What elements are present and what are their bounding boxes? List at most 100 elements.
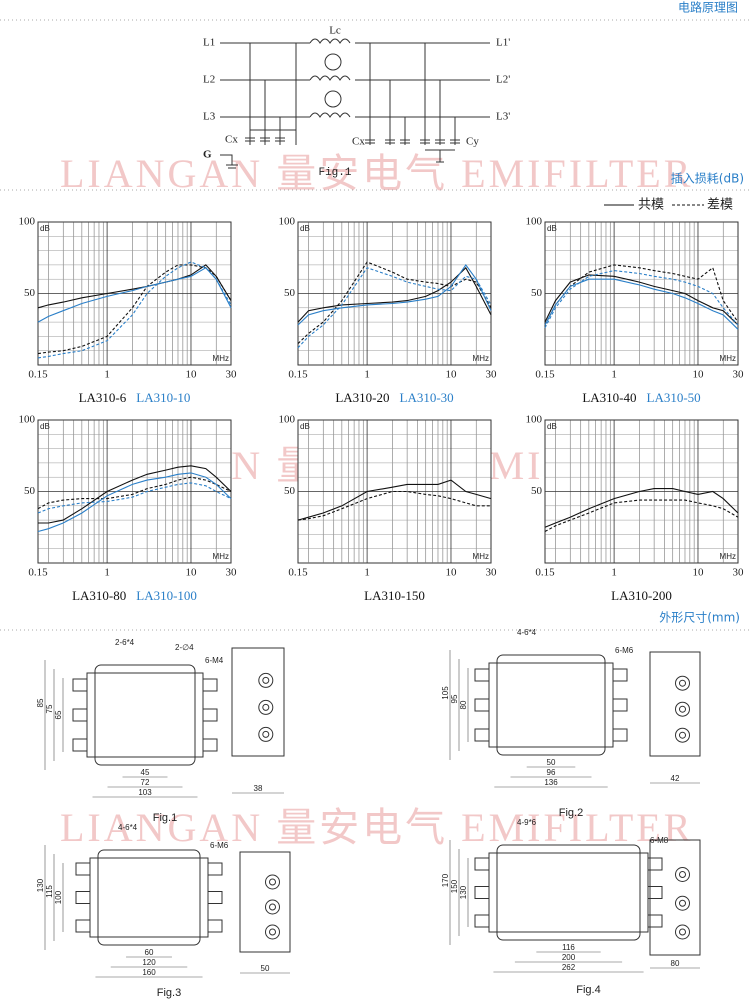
side-terminal	[675, 867, 690, 882]
side-terminal	[675, 675, 690, 691]
section-title: 外形尺寸(mm)	[659, 611, 740, 625]
dimension-label: 80	[459, 700, 468, 709]
screw-label: 6-M8	[650, 836, 669, 845]
side-view	[649, 651, 701, 757]
chart: 0.15 1 10 30 50 100 dB MHz LA310-200	[526, 414, 745, 603]
terminal	[474, 668, 490, 682]
screw-label: 6-M4	[205, 656, 224, 665]
dimension-label: 136	[544, 778, 558, 787]
component-label: Cy	[466, 136, 479, 148]
x-tick-label: 0.15	[535, 369, 555, 381]
hole-label: 4-6*4	[118, 823, 138, 832]
mounting-plate	[488, 662, 614, 748]
model-name: LA310-80	[72, 588, 126, 603]
terminal	[612, 728, 628, 742]
y-tick-label: 50	[531, 485, 543, 497]
side-terminal	[265, 899, 280, 915]
dimension-label: 45	[141, 768, 150, 777]
chart-caption: LA310-20 LA310-30	[335, 390, 453, 405]
x-tick-label: 10	[185, 369, 197, 381]
x-tick-label: 10	[692, 567, 704, 579]
x-tick-label: 1	[364, 369, 370, 381]
x-tick-label: 0.15	[288, 369, 308, 381]
dimension-label: 100	[54, 890, 63, 904]
side-terminal	[258, 699, 274, 715]
model-name: LA310-200	[611, 588, 672, 603]
x-tick-label: 10	[185, 567, 197, 579]
model-name: LA310-30	[400, 390, 454, 405]
dimension-label: 42	[671, 774, 680, 783]
terminal	[647, 857, 663, 871]
dimension-label: 262	[562, 963, 576, 972]
side-terminal	[679, 705, 686, 713]
hole-label: 2-∅4	[175, 643, 194, 652]
y-tick-label: 50	[24, 287, 36, 299]
line-label: G	[203, 149, 212, 161]
mounting-plate	[89, 857, 209, 938]
x-tick-label: 1	[104, 369, 110, 381]
dimension-label: 85	[36, 698, 45, 707]
x-tick-label: 1	[611, 567, 617, 579]
terminal	[72, 678, 88, 692]
y-tick-label: 100	[279, 414, 296, 426]
mounting-plate	[488, 852, 649, 933]
model-name: LA310-20	[335, 390, 389, 405]
terminal	[202, 678, 218, 692]
terminal	[75, 891, 91, 904]
dimension-label: 120	[142, 958, 156, 967]
filter-body	[94, 664, 196, 766]
terminal	[202, 708, 218, 722]
charts: 0.15 1 10 30 50 100 dB MHz LA310-6 LA310-10 0.15 1 1…	[19, 216, 745, 603]
loss-curve	[38, 465, 232, 524]
chart-caption: LA310-40 LA310-50	[582, 390, 700, 405]
filter-body	[97, 849, 201, 946]
y-tick-label: 100	[526, 216, 543, 228]
dimension-label: 130	[459, 885, 468, 899]
y-tick-label: 100	[19, 414, 36, 426]
x-tick-label: 1	[364, 567, 370, 579]
y-tick-label: 50	[284, 485, 296, 497]
loss-curve	[37, 476, 232, 510]
loss-curve	[37, 472, 232, 533]
terminal	[75, 919, 91, 933]
terminal	[72, 708, 88, 722]
side-terminal	[675, 895, 690, 911]
dimension-label: 160	[142, 968, 156, 977]
chart: 0.15 1 10 30 50 100 dB MHz LA310-80 LA310-100	[19, 414, 238, 603]
figure-caption: Fig.1	[153, 812, 177, 824]
dimension-label: 50	[547, 758, 556, 767]
terminal	[202, 738, 218, 752]
y-unit: dB	[300, 224, 310, 233]
dimension-label: 115	[45, 885, 54, 898]
x-tick-label: 30	[486, 369, 498, 381]
x-unit: MHz	[473, 354, 489, 363]
dimension-label: 105	[441, 686, 450, 700]
terminal	[207, 919, 223, 933]
model-name: LA310-6	[79, 390, 127, 405]
x-tick-label: 1	[611, 369, 617, 381]
terminal	[474, 886, 490, 899]
dimension-label: 150	[450, 879, 459, 893]
screw-label: 6-M6	[210, 841, 229, 850]
chart: 0.15 1 10 30 50 100 dB MHz LA310-20 LA310-30	[279, 216, 498, 405]
chart-caption: LA310-80 LA310-100	[72, 588, 197, 603]
dimension-label: 116	[562, 943, 575, 952]
side-terminal	[258, 726, 274, 742]
x-tick-label: 30	[733, 567, 745, 579]
watermark: LIANGAN 量安电气 EMIFILTER	[60, 151, 693, 196]
terminal	[647, 914, 663, 928]
line-label: L3	[203, 111, 216, 123]
figure-caption: Fig.1	[318, 167, 351, 179]
terminal	[474, 698, 490, 712]
dimension-label: 50	[261, 964, 270, 973]
side-terminal	[262, 703, 270, 711]
legend-label: 差模	[707, 198, 733, 213]
side-view	[649, 839, 701, 956]
side-terminal	[679, 899, 686, 907]
x-tick-label: 1	[104, 567, 110, 579]
side-terminal	[258, 672, 274, 688]
y-tick-label: 50	[24, 485, 36, 497]
hole-label: 4-9*6	[517, 818, 537, 827]
